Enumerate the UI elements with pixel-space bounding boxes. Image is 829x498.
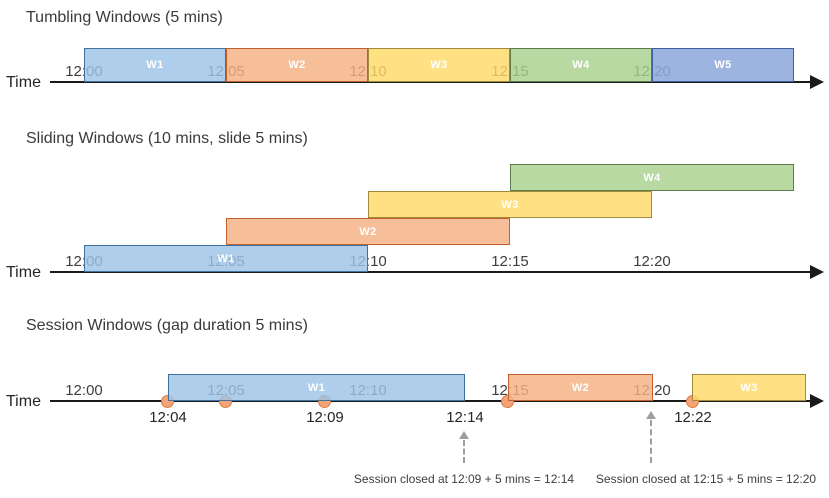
axis-label: Time bbox=[6, 264, 41, 281]
window-sliding-w1: W1 bbox=[84, 245, 368, 272]
window-label: W5 bbox=[714, 59, 732, 71]
window-tumbling-w5: W5 bbox=[652, 48, 794, 82]
window-tumbling-w2: W2 bbox=[226, 48, 368, 82]
window-sliding-w4: W4 bbox=[510, 164, 794, 191]
session-close-arrow bbox=[463, 440, 465, 463]
session-close-annotation: Session closed at 12:09 + 5 mins = 12:14 bbox=[353, 472, 575, 486]
time-axis-line bbox=[50, 81, 812, 83]
event-time-label: 12:22 bbox=[674, 409, 712, 426]
section-title: Session Windows (gap duration 5 mins) bbox=[26, 317, 308, 334]
section-title: Sliding Windows (10 mins, slide 5 mins) bbox=[26, 130, 308, 147]
window-sliding-w3: W3 bbox=[368, 191, 652, 218]
window-label: W3 bbox=[430, 59, 448, 71]
window-tumbling-w3: W3 bbox=[368, 48, 510, 82]
axis-arrowhead bbox=[810, 265, 824, 279]
axis-tick-label: 12:15 bbox=[491, 253, 529, 270]
window-label: W3 bbox=[501, 198, 519, 211]
window-label: W3 bbox=[740, 381, 758, 394]
axis-tick-label: 12:20 bbox=[633, 253, 671, 270]
session-close-arrowhead bbox=[646, 411, 656, 419]
window-session-w2: W2 bbox=[508, 374, 653, 401]
session-close-arrow bbox=[650, 420, 652, 463]
window-label: W2 bbox=[571, 381, 590, 394]
time-axis-line bbox=[50, 271, 812, 273]
axis-tick-label: 12:00 bbox=[65, 382, 103, 399]
session-close-annotation: Session closed at 12:15 + 5 mins = 12:20 bbox=[595, 472, 817, 486]
window-session-w1: W1 bbox=[168, 374, 465, 401]
axis-label: Time bbox=[6, 393, 41, 410]
window-sliding-w2: W2 bbox=[226, 218, 510, 245]
window-label: W4 bbox=[643, 171, 661, 184]
event-time-label: 12:14 bbox=[446, 409, 484, 426]
event-time-label: 12:09 bbox=[306, 409, 344, 426]
window-label: W1 bbox=[217, 252, 235, 265]
axis-label: Time bbox=[6, 74, 41, 91]
event-time-label: 12:04 bbox=[149, 409, 187, 426]
axis-arrowhead bbox=[810, 394, 824, 408]
window-session-w3: W3 bbox=[692, 374, 806, 401]
section-title: Tumbling Windows (5 mins) bbox=[26, 9, 223, 26]
axis-arrowhead bbox=[810, 75, 824, 89]
window-label: W1 bbox=[307, 381, 326, 394]
window-tumbling-w1: W1 bbox=[84, 48, 226, 82]
window-label: W2 bbox=[288, 59, 306, 71]
window-label: W4 bbox=[572, 59, 590, 71]
time-axis-line bbox=[50, 400, 812, 402]
window-label: W2 bbox=[359, 225, 377, 238]
window-tumbling-w4: W4 bbox=[510, 48, 652, 82]
window-label: W1 bbox=[146, 59, 164, 71]
session-close-arrowhead bbox=[459, 431, 469, 439]
